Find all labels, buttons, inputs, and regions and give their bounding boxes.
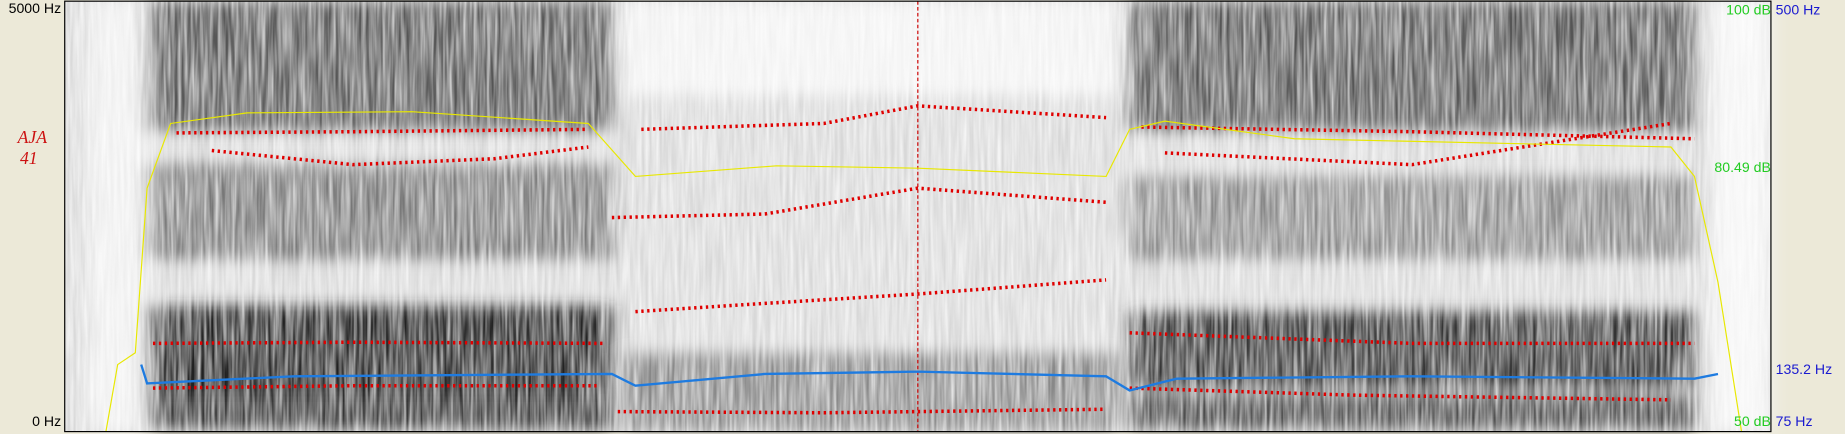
pitch-bottom-label: 75 Hz [1776, 413, 1813, 429]
intensity-top-label: 100 dB [1726, 1, 1771, 17]
formant-tracks [152, 104, 1695, 415]
annotation-line1: AJA [17, 127, 48, 147]
freq-top-label: 5000 Hz [9, 0, 62, 16]
annotation-line2: 41 [20, 148, 38, 168]
intensity-mid-label: 80.49 dB [1714, 159, 1771, 175]
pitch-curve [140, 364, 1719, 392]
freq-bottom-label: 0 Hz [32, 413, 61, 429]
intensity-curve [105, 111, 1743, 432]
pitch-top-label: 500 Hz [1776, 1, 1821, 17]
intensity-bottom-label: 50 dB [1734, 413, 1771, 429]
pitch-mid-label: 135.2 Hz [1776, 361, 1833, 377]
plot-area: 5000 Hz 0 Hz AJA 41 100 dB 500 Hz 80.49 … [9, 0, 1833, 433]
